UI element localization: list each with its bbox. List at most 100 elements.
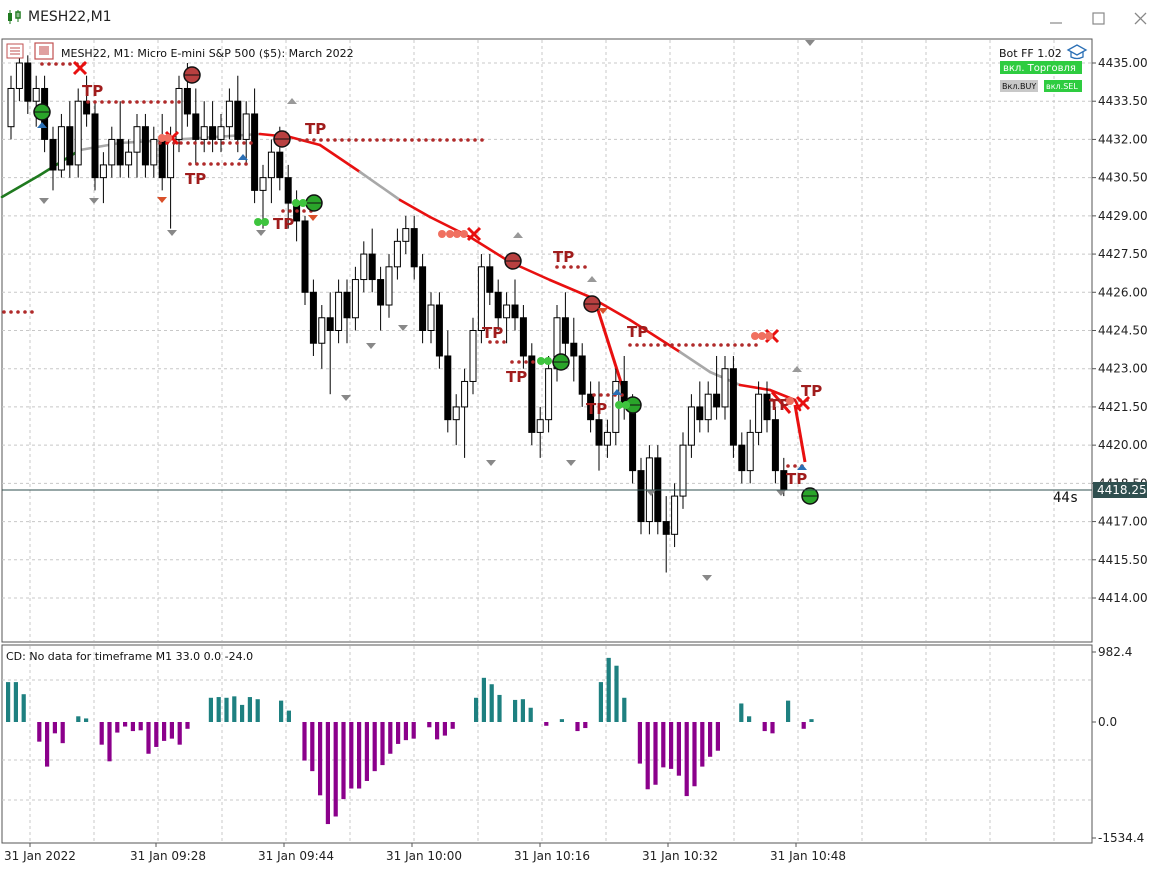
level-dot [368, 138, 372, 142]
candle-body [704, 393, 712, 421]
level-dot [569, 265, 573, 269]
histogram-bar [809, 719, 814, 722]
histogram-bar [325, 722, 330, 825]
histogram-bar [747, 716, 752, 722]
candle [763, 381, 771, 433]
close-button[interactable] [1126, 6, 1156, 30]
candle [351, 266, 359, 331]
level-dot [298, 138, 302, 142]
candle-body [57, 126, 65, 171]
candle [687, 394, 695, 458]
tp-label: TP [506, 368, 527, 386]
histogram-bar [692, 722, 697, 787]
candle-body [393, 240, 401, 268]
candle [671, 483, 679, 548]
price-axis: 4435.00 4433.50 4432.00 4430.50 4429.00 4427.… [1092, 56, 1148, 605]
level-dot [424, 138, 428, 142]
symbol-description: MESH22, M1: Micro E-mini S&P 500 ($5): M… [61, 47, 354, 60]
candle [713, 355, 721, 420]
level-dot [54, 62, 58, 66]
candle-body [167, 138, 175, 179]
candle [326, 292, 334, 395]
tp-label: TP [82, 82, 103, 100]
tp-label: TP [185, 170, 206, 188]
price-tick-label: 4426.00 [1098, 285, 1148, 299]
bot-name: Bot FF 1.02 [999, 47, 1062, 60]
ma-segment [738, 383, 772, 392]
level-dot [23, 310, 27, 314]
indicator-frame [1, 644, 1093, 844]
minimize-button[interactable] [1042, 6, 1072, 30]
candle-body [419, 266, 427, 331]
histogram-bar [606, 657, 611, 722]
close-icon [1134, 12, 1147, 25]
level-dot [177, 100, 181, 104]
level-dot [86, 100, 90, 104]
level-dot [305, 138, 309, 142]
candle [603, 419, 611, 458]
sell-toggle-button[interactable] [1044, 80, 1082, 92]
candle [108, 126, 116, 178]
level-dot [375, 138, 379, 142]
candle-body [729, 368, 737, 446]
level-dot [61, 62, 65, 66]
time-axis: 31 Jan 2022 31 Jan 09:28 31 Jan 09:44 31 Ja… [4, 843, 846, 863]
candle-body [595, 419, 603, 446]
histogram-bar [450, 722, 455, 729]
candle [704, 381, 712, 433]
histogram-bar [396, 722, 401, 744]
histogram-bar [715, 722, 720, 751]
histogram-bar [388, 722, 393, 754]
candle [66, 101, 74, 178]
level-dot [480, 138, 484, 142]
indicator-tick-label: 982.4 [1098, 645, 1132, 659]
histogram-bar [224, 697, 229, 722]
level-dot [128, 100, 132, 104]
histogram-bar [107, 722, 112, 762]
candle [251, 88, 259, 204]
arrow-down-icon [646, 490, 656, 496]
level-dot [510, 360, 514, 364]
level-dot [719, 343, 723, 347]
level-dot [326, 138, 330, 142]
candle-body [519, 317, 527, 357]
candle-body [545, 368, 553, 421]
candle-body [662, 521, 670, 535]
candle-body [360, 253, 368, 281]
level-dot [193, 141, 197, 145]
candle [116, 101, 124, 178]
level-dot [221, 141, 225, 145]
time-tick-label: 31 Jan 10:48 [770, 849, 846, 863]
histogram-bar [786, 700, 791, 722]
histogram-bar [84, 718, 89, 722]
candle-body [444, 355, 452, 421]
level-dot [202, 162, 206, 166]
buy-toggle-button[interactable] [1000, 80, 1038, 92]
histogram-bar [333, 722, 338, 817]
level-dot [410, 138, 414, 142]
candle-body [755, 393, 763, 433]
level-dot [214, 141, 218, 145]
histogram-bar [481, 677, 486, 722]
candle-body [486, 266, 494, 293]
candle [133, 113, 141, 178]
candle-body [32, 87, 40, 102]
histogram-bar [60, 722, 65, 744]
arrow-down-icon [486, 460, 496, 466]
level-dot [235, 141, 239, 145]
time-tick-label: 31 Jan 10:16 [514, 849, 590, 863]
candle [242, 101, 250, 165]
maximize-button[interactable] [1084, 6, 1114, 30]
price-tick-label: 4414.00 [1098, 591, 1148, 605]
histogram-bar [575, 722, 580, 732]
tp-label: TP [786, 470, 807, 488]
price-tick-label: 4432.00 [1098, 132, 1148, 146]
level-dot [524, 360, 528, 364]
candle [452, 394, 460, 446]
candle-body [746, 431, 754, 472]
histogram-bar [544, 722, 549, 726]
candle-body [696, 406, 704, 421]
trading-toggle-button[interactable] [1000, 61, 1082, 74]
histogram-bar [21, 694, 26, 722]
